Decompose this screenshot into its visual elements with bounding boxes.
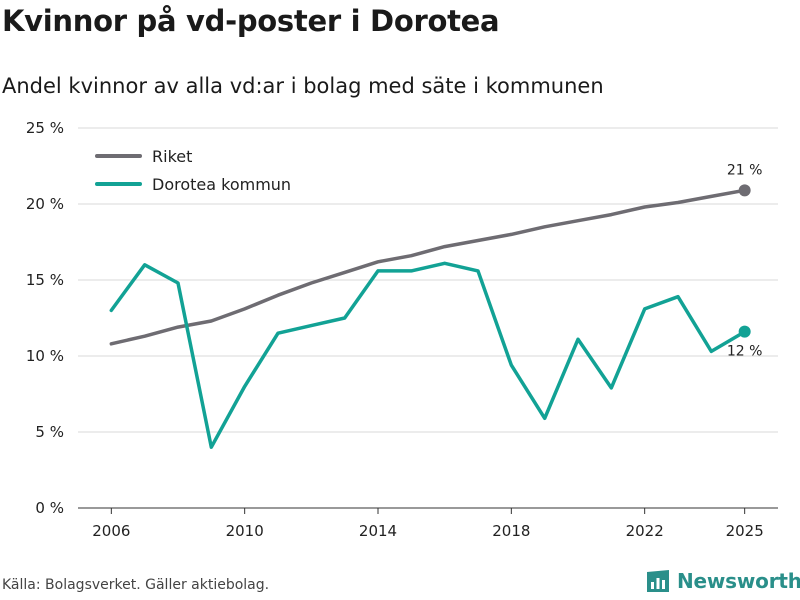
series-end-point-riket — [738, 184, 751, 197]
y-tick-label: 5 % — [35, 423, 64, 441]
x-tick-label: 2006 — [92, 522, 130, 540]
source-note: Källa: Bolagsverket. Gäller aktiebolag. — [2, 577, 270, 593]
brand-logo[interactable]: Newsworthy — [645, 568, 800, 594]
x-tick-label: 2018 — [492, 522, 530, 540]
series-end-label-riket: 21 % — [727, 162, 763, 178]
series-line-riket — [109, 188, 747, 346]
y-tick-label: 0 % — [35, 499, 64, 517]
y-tick-label: 20 % — [26, 195, 64, 213]
series-line-dorotea — [109, 261, 747, 449]
legend-label-dorotea: Dorotea kommun — [152, 175, 291, 194]
legend: Riket Dorotea kommun — [95, 147, 291, 194]
axes: 0 % 5 % 10 % 15 % 20 % 25 % 2006 2010 2014 2018 20… — [26, 119, 764, 540]
y-tick-label: 25 % — [26, 119, 64, 137]
chart-title: Kvinnor på vd-poster i Dorotea — [2, 4, 500, 38]
grid-lines — [78, 127, 778, 509]
x-tick-label: 2014 — [359, 522, 397, 540]
y-tick-label: 10 % — [26, 347, 64, 365]
y-tick-label: 15 % — [26, 271, 64, 289]
brand-name: Newsworthy — [677, 569, 800, 593]
x-tick-label: 2022 — [626, 522, 664, 540]
newsworthy-logo-icon — [647, 570, 669, 592]
chart-subtitle: Andel kvinnor av alla vd:ar i bolag med … — [2, 74, 604, 98]
series-lines: 21 % 12 % — [109, 162, 763, 449]
series-end-point-dorotea — [738, 325, 751, 338]
x-tick-label: 2025 — [726, 522, 764, 540]
series-end-label-dorotea: 12 % — [727, 344, 763, 360]
x-tick-label: 2010 — [226, 522, 264, 540]
legend-label-riket: Riket — [152, 147, 192, 166]
